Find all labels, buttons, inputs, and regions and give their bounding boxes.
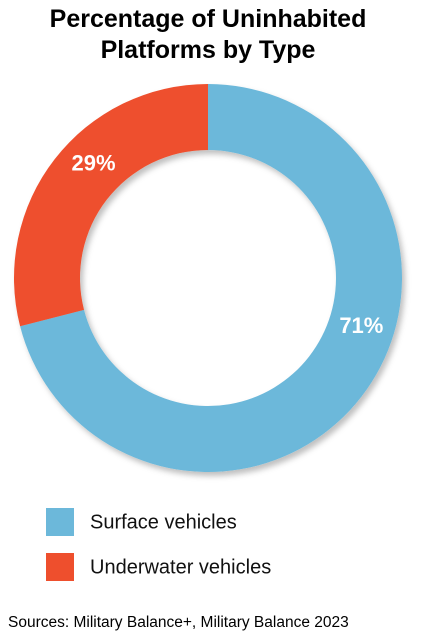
data-label: 29% [71,151,115,176]
donut-segment [13,84,208,327]
data-label: 71% [339,313,383,338]
legend-swatch [46,553,74,581]
source-note: Sources: Military Balance+, Military Bal… [8,614,349,631]
legend-label: Surface vehicles [90,511,237,533]
legend-swatch [46,508,74,536]
legend-label: Underwater vehicles [90,556,271,578]
donut-segment [20,84,402,473]
donut [13,84,402,473]
chart-title: Percentage of Uninhabited Platforms by T… [49,5,367,64]
chart: 71% 29% Surface vehicles Underwater vehicle… [13,84,402,581]
